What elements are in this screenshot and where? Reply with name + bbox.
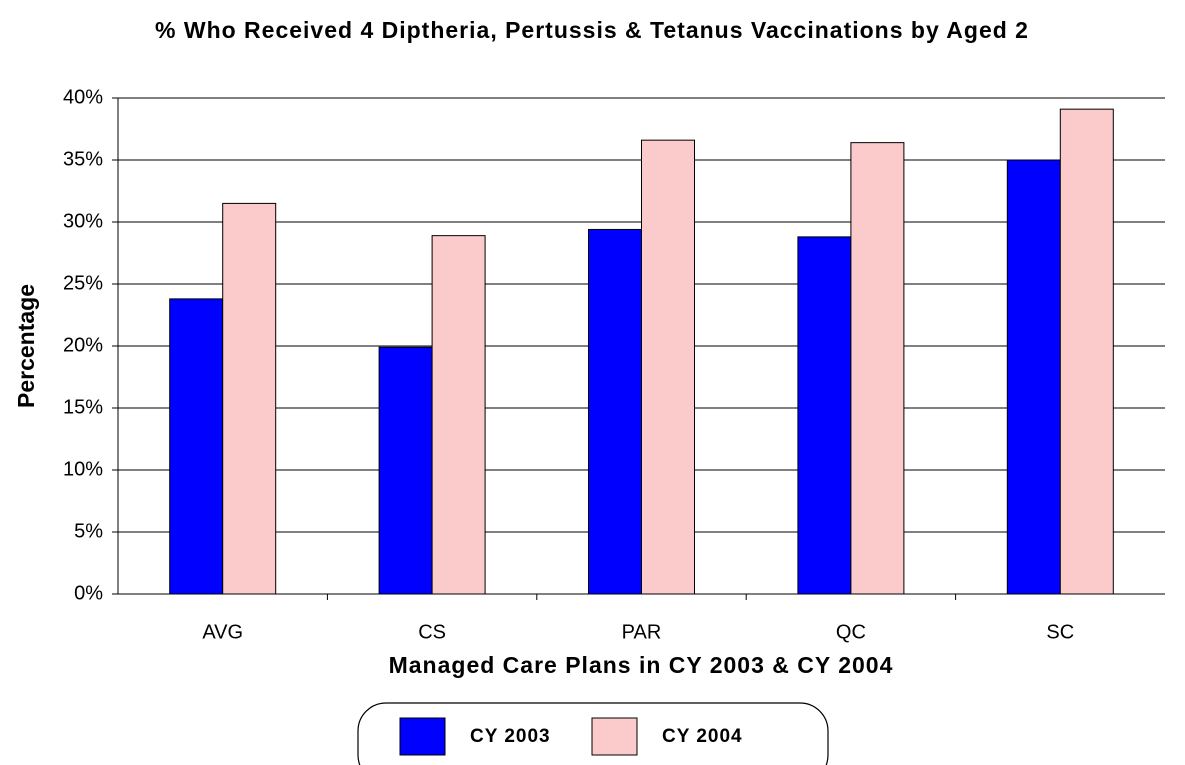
bar: [222, 202, 277, 595]
legend-swatch: [591, 717, 638, 756]
y-tick-label: 30%: [63, 210, 103, 232]
y-tick-label: 35%: [63, 148, 103, 170]
legend-label: CY 2004: [662, 726, 743, 747]
bar: [588, 228, 642, 595]
legend-label: CY 2003: [470, 726, 551, 747]
x-tick-label: SC: [1046, 621, 1074, 643]
bar: [169, 298, 224, 595]
y-tick-label: 15%: [63, 396, 103, 418]
bar: [1006, 159, 1061, 595]
x-tick-label: CS: [418, 621, 446, 643]
chart-title: % Who Received 4 Diptheria, Pertussis & …: [155, 17, 1029, 43]
bar: [641, 139, 695, 595]
y-tick-label: 20%: [63, 334, 103, 356]
bar: [850, 142, 905, 595]
y-tick-label: 0%: [74, 582, 103, 604]
y-tick-label: 40%: [63, 86, 103, 108]
bar: [378, 346, 433, 595]
y-tick-label: 10%: [63, 458, 103, 480]
x-tick-label: QC: [836, 621, 866, 643]
bar: [431, 235, 486, 595]
bar: [1059, 108, 1114, 595]
legend-swatch: [399, 717, 446, 756]
bar: [797, 236, 852, 595]
y-tick-label: 5%: [74, 520, 103, 542]
y-axis-label: Percentage: [13, 284, 39, 408]
x-tick-label: PAR: [622, 621, 662, 643]
y-tick-label: 25%: [63, 272, 103, 294]
x-axis-label: Managed Care Plans in CY 2003 & CY 2004: [389, 652, 894, 678]
x-tick-label: AVG: [202, 621, 243, 643]
